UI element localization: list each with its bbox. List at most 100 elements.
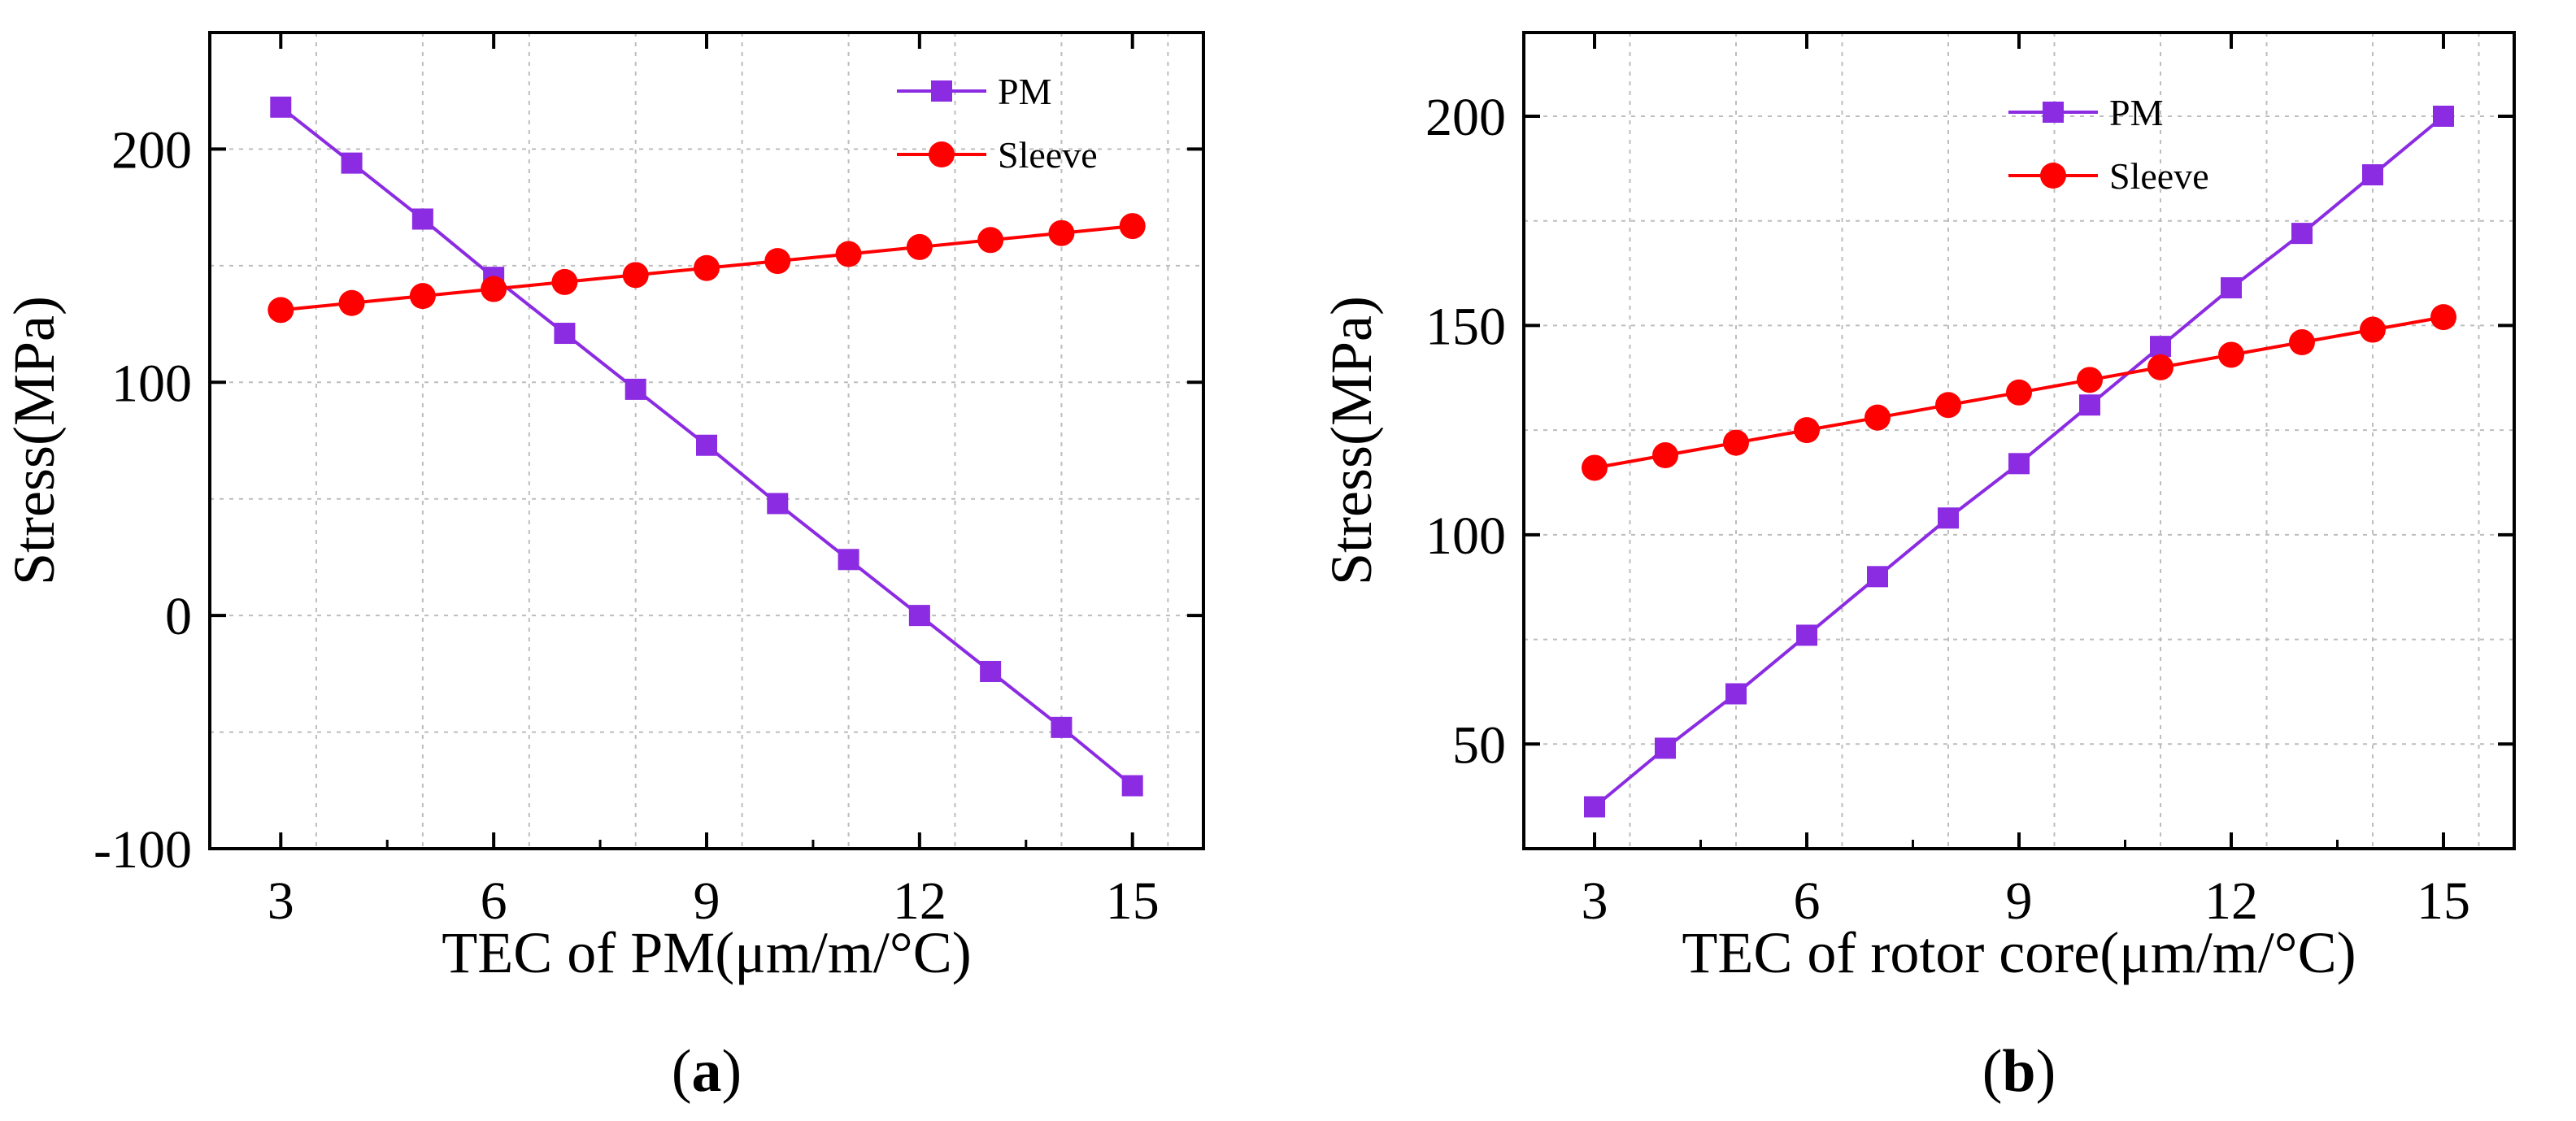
- x-tick-label: 6: [1794, 871, 1821, 931]
- legend-marker-circle: [2040, 163, 2066, 189]
- caption-close: ): [2036, 1038, 2056, 1105]
- data-point-sleeve: [551, 268, 578, 295]
- data-point-pm: [2079, 394, 2100, 416]
- y-tick-label: 100: [1425, 506, 1506, 566]
- y-axis-title: Stress(MPa): [1319, 296, 1384, 585]
- data-point-pm: [2291, 223, 2313, 245]
- caption-open: (: [672, 1038, 692, 1105]
- data-point-pm: [341, 152, 363, 174]
- y-tick-label: 100: [111, 354, 192, 413]
- data-point-sleeve: [622, 262, 649, 289]
- legend: PM Sleeve: [897, 71, 1098, 176]
- data-point-pm: [980, 660, 1002, 682]
- x-tick-label: 3: [268, 871, 294, 931]
- data-point-pm: [908, 605, 930, 627]
- data-point-sleeve: [1935, 392, 1961, 419]
- data-point-sleeve: [338, 289, 365, 316]
- grid: [1524, 33, 2514, 849]
- data-point-pm: [270, 96, 292, 118]
- data-point-pm: [2362, 164, 2383, 186]
- data-point-sleeve: [764, 248, 791, 275]
- data-point-pm: [411, 208, 433, 230]
- data-point-pm: [696, 434, 717, 456]
- data-point-sleeve: [694, 254, 720, 281]
- x-tick-label: 6: [481, 871, 507, 931]
- data-point-pm: [2150, 336, 2171, 358]
- x-tick-label: 9: [2006, 871, 2033, 931]
- panel-caption: (a): [672, 1038, 742, 1105]
- legend-label-sleeve: Sleeve: [2109, 155, 2209, 197]
- data-point-sleeve: [1723, 429, 1749, 456]
- data-point-sleeve: [2360, 316, 2386, 343]
- series-sleeve: [268, 213, 1146, 324]
- data-point-sleeve: [835, 241, 862, 267]
- y-tick-label: 200: [1425, 88, 1506, 147]
- data-point-pm: [554, 323, 576, 345]
- legend-label-sleeve: Sleeve: [998, 134, 1098, 176]
- caption-letter: a: [692, 1038, 722, 1105]
- data-point-sleeve: [1865, 404, 1891, 431]
- data-point-sleeve: [906, 233, 933, 260]
- series-pm: [270, 96, 1143, 797]
- data-point-sleeve: [1119, 213, 1146, 240]
- data-point-sleeve: [2430, 304, 2456, 331]
- caption-open: (: [1982, 1038, 2003, 1105]
- x-tick-label: 9: [694, 871, 720, 931]
- data-point-sleeve: [409, 283, 436, 310]
- data-point-sleeve: [481, 276, 507, 302]
- legend: PM Sleeve: [2008, 92, 2209, 197]
- chart-panel-a: 3 6 9 12 15 -100 0 100 200 TEC of PM(μm/m/°C) Stre…: [2, 31, 1205, 1105]
- data-point-sleeve: [2147, 354, 2174, 380]
- legend-label-pm: PM: [998, 71, 1051, 112]
- caption-close: ): [722, 1038, 742, 1105]
- x-tick-label: 15: [1106, 871, 1160, 931]
- data-point-sleeve: [2077, 367, 2103, 393]
- data-point-sleeve: [2289, 329, 2315, 356]
- y-tick-label: 0: [165, 587, 192, 646]
- x-axis-title: TEC of PM(μm/m/°C): [442, 920, 971, 985]
- caption-letter: b: [2002, 1038, 2035, 1105]
- x-tick-label: 12: [2204, 871, 2258, 931]
- data-point-sleeve: [1048, 219, 1075, 246]
- data-point-sleeve: [1794, 417, 1820, 444]
- data-point-sleeve: [2218, 341, 2244, 368]
- data-point-pm: [1796, 624, 1817, 646]
- x-tick-label: 15: [2417, 871, 2470, 931]
- legend-marker-circle: [929, 141, 955, 167]
- legend-marker-square: [2043, 102, 2064, 123]
- data-point-pm: [1867, 566, 1888, 588]
- data-point-pm: [1725, 683, 1747, 705]
- y-tick-label: 50: [1452, 715, 1506, 775]
- x-axis-title: TEC of rotor core(μm/m/°C): [1682, 920, 2356, 985]
- data-point-sleeve: [1652, 442, 1678, 469]
- panel-caption: (b): [1982, 1038, 2056, 1105]
- x-tick-label: 3: [1582, 871, 1608, 931]
- series-sleeve: [1582, 304, 2456, 481]
- data-point-sleeve: [1582, 454, 1608, 481]
- y-tick-label: 150: [1425, 297, 1506, 356]
- series-pm: [1584, 105, 2454, 818]
- data-point-pm: [1938, 507, 1959, 529]
- y-tick-label: 200: [111, 120, 192, 180]
- legend-marker-square: [931, 80, 952, 102]
- data-point-sleeve: [977, 227, 1004, 254]
- data-point-pm: [2221, 277, 2242, 299]
- data-point-pm: [838, 549, 859, 571]
- x-tick-label: 12: [893, 871, 946, 931]
- data-point-pm: [1121, 775, 1143, 797]
- y-axis-title: Stress(MPa): [2, 296, 67, 585]
- data-point-sleeve: [2006, 379, 2032, 406]
- data-point-pm: [1051, 716, 1073, 738]
- data-point-pm: [767, 493, 789, 515]
- data-point-pm: [1584, 796, 1605, 818]
- data-point-pm: [2008, 453, 2030, 475]
- plot-frame: [1522, 31, 2516, 850]
- data-point-sleeve: [268, 297, 294, 324]
- y-tick-label: -100: [94, 820, 192, 880]
- data-point-pm: [2433, 105, 2454, 127]
- data-point-pm: [624, 378, 646, 400]
- chart-panel-b: 3 6 9 12 15 50 100 150 200 TEC of rotor core(μm/m…: [1319, 31, 2516, 1105]
- data-point-pm: [1655, 737, 1676, 759]
- legend-label-pm: PM: [2109, 92, 2163, 133]
